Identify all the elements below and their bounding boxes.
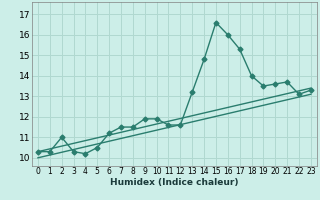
X-axis label: Humidex (Indice chaleur): Humidex (Indice chaleur)	[110, 178, 239, 187]
